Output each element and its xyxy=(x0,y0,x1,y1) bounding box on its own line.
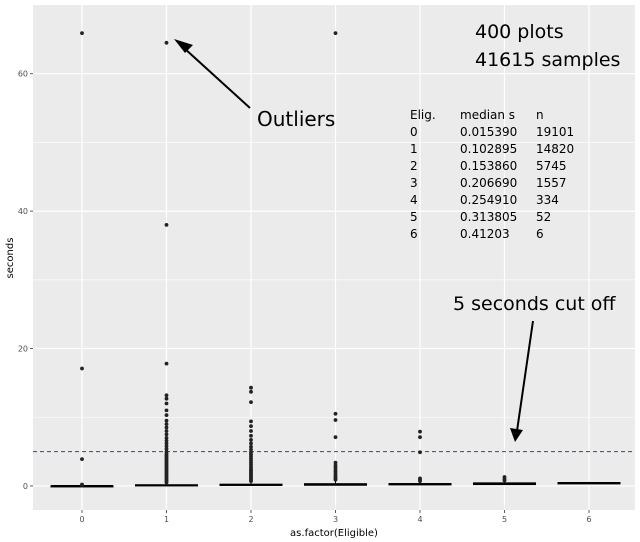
y-tick-labels: 0 20 40 60 xyxy=(18,70,33,491)
outlier-point xyxy=(164,222,169,227)
outlier-point xyxy=(164,361,169,366)
outlier-point xyxy=(164,429,169,433)
outlier-point xyxy=(249,447,253,452)
table-header-median: median s xyxy=(460,108,515,122)
outlier-point xyxy=(418,429,422,434)
outliers-arrowhead xyxy=(174,39,193,53)
cutoff-label: 5 seconds cut off xyxy=(453,293,616,315)
outlier-point xyxy=(333,463,338,468)
outlier-point xyxy=(164,441,169,446)
cutoff-arrow xyxy=(516,320,534,432)
y-tick-label: 20 xyxy=(18,345,28,354)
outlier-point xyxy=(164,435,169,440)
plots-count-label: 400 plots xyxy=(475,21,564,43)
outlier-point xyxy=(502,475,507,479)
outlier-point xyxy=(164,432,169,437)
outliers-arrow xyxy=(183,47,251,109)
x-tick-label: 1 xyxy=(164,515,169,524)
table-cell-n: 1557 xyxy=(536,176,567,190)
table-cell-n: 334 xyxy=(536,193,559,207)
outlier-point xyxy=(249,441,253,446)
outlier-point xyxy=(249,429,253,433)
table-cell-elig: 5 xyxy=(410,210,418,224)
outlier-point xyxy=(249,450,253,455)
table-cell-median: 0.206690 xyxy=(460,176,517,190)
table-cell-elig: 4 xyxy=(410,193,418,207)
x-axis-title: as.factor(Eligible) xyxy=(290,528,378,539)
table-cell-elig: 0 xyxy=(410,125,418,139)
x-tick-label: 4 xyxy=(417,515,422,524)
panel-background xyxy=(33,5,635,510)
table-cell-n: 5745 xyxy=(536,159,567,173)
table-header-elig: Elig. xyxy=(410,108,436,122)
outlier-point xyxy=(249,444,253,449)
y-tick-label: 40 xyxy=(18,207,28,216)
outlier-point xyxy=(164,413,169,418)
outlier-point xyxy=(164,444,169,449)
outlier-point xyxy=(418,450,422,455)
y-axis-title: seconds xyxy=(5,238,16,279)
outlier-point xyxy=(249,424,253,429)
table-cell-elig: 1 xyxy=(410,142,418,156)
table-cell-elig: 2 xyxy=(410,159,418,173)
outlier-point xyxy=(333,31,338,36)
table-cell-median: 0.015390 xyxy=(460,125,517,139)
outlier-point xyxy=(80,31,84,36)
outlier-point xyxy=(164,401,169,406)
outlier-point xyxy=(164,393,169,398)
table-cell-median: 0.153860 xyxy=(460,159,517,173)
median-table: Elig. median s n 0 0.015390 19101 1 0.10… xyxy=(410,108,574,241)
x-tick-label: 0 xyxy=(79,515,84,524)
x-tick-label: 2 xyxy=(248,515,253,524)
outlier-point xyxy=(164,425,169,430)
outlier-point xyxy=(333,435,338,440)
x-tick-label: 3 xyxy=(333,515,338,524)
x-tick-label: 6 xyxy=(586,515,591,524)
table-cell-median: 0.254910 xyxy=(460,193,517,207)
outlier-point xyxy=(249,389,253,394)
cutoff-arrowhead xyxy=(510,428,523,442)
outlier-point xyxy=(80,457,84,462)
outlier-point xyxy=(333,460,338,465)
table-cell-median: 0.41203 xyxy=(460,227,510,241)
x-tick-label: 5 xyxy=(502,515,507,524)
outlier-point xyxy=(164,438,169,443)
grid-lines xyxy=(33,5,635,510)
outlier-point xyxy=(164,40,169,45)
outlier-point xyxy=(333,418,338,422)
table-cell-median: 0.102895 xyxy=(460,142,517,156)
box-marks xyxy=(50,31,621,488)
outlier-point xyxy=(418,435,422,440)
table-cell-median: 0.313805 xyxy=(460,210,517,224)
table-cell-n: 52 xyxy=(536,210,551,224)
outlier-point xyxy=(164,418,169,423)
outlier-point xyxy=(164,396,169,401)
table-cell-elig: 3 xyxy=(410,176,418,190)
outlier-point xyxy=(249,438,253,442)
outlier-point xyxy=(80,366,84,371)
table-cell-n: 19101 xyxy=(536,125,574,139)
outliers-label: Outliers xyxy=(257,107,335,131)
table-header-n: n xyxy=(536,108,544,122)
x-tick-labels: 0 1 2 3 4 5 6 xyxy=(79,510,592,524)
samples-count-label: 41615 samples xyxy=(475,49,620,71)
table-cell-elig: 6 xyxy=(410,227,418,241)
outlier-point xyxy=(418,476,422,481)
outlier-point xyxy=(164,422,169,427)
y-tick-label: 60 xyxy=(18,70,28,79)
outlier-point xyxy=(164,446,169,451)
y-tick-label: 0 xyxy=(23,482,28,491)
table-cell-n: 14820 xyxy=(536,142,574,156)
outlier-point xyxy=(164,408,169,413)
outlier-point xyxy=(164,449,169,454)
table-cell-n: 6 xyxy=(536,227,544,241)
outlier-point xyxy=(249,433,253,438)
outlier-point xyxy=(249,400,253,405)
outlier-point xyxy=(249,385,253,390)
outlier-point xyxy=(333,411,338,416)
outlier-point xyxy=(80,482,84,487)
outlier-point xyxy=(249,419,253,424)
